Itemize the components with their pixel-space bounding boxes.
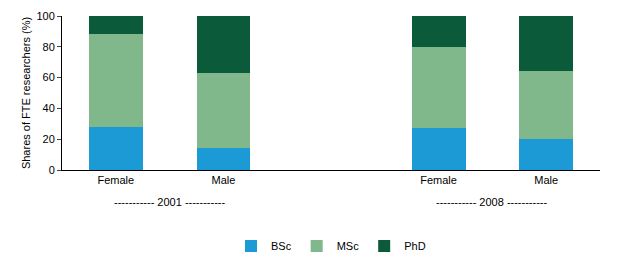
svg-text:20: 20 [43, 133, 55, 145]
svg-text:Female: Female [420, 174, 457, 186]
svg-text:0: 0 [49, 164, 55, 176]
svg-text:Male: Male [534, 174, 558, 186]
svg-text:MSc: MSc [337, 240, 360, 252]
svg-text:60: 60 [43, 71, 55, 83]
svg-text:BSc: BSc [271, 240, 292, 252]
svg-text:Shares of FTE researchers (%): Shares of FTE researchers (%) [20, 17, 32, 169]
svg-text:Male: Male [211, 174, 235, 186]
svg-text:100: 100 [36, 10, 54, 22]
svg-text:40: 40 [43, 102, 55, 114]
svg-text:----------- 2008 -----------: ----------- 2008 ----------- [436, 196, 548, 208]
svg-text:Female: Female [97, 174, 134, 186]
svg-text:80: 80 [43, 41, 55, 53]
svg-text:----------- 2001 -----------: ----------- 2001 ----------- [114, 196, 226, 208]
svg-text:PhD: PhD [404, 240, 425, 252]
